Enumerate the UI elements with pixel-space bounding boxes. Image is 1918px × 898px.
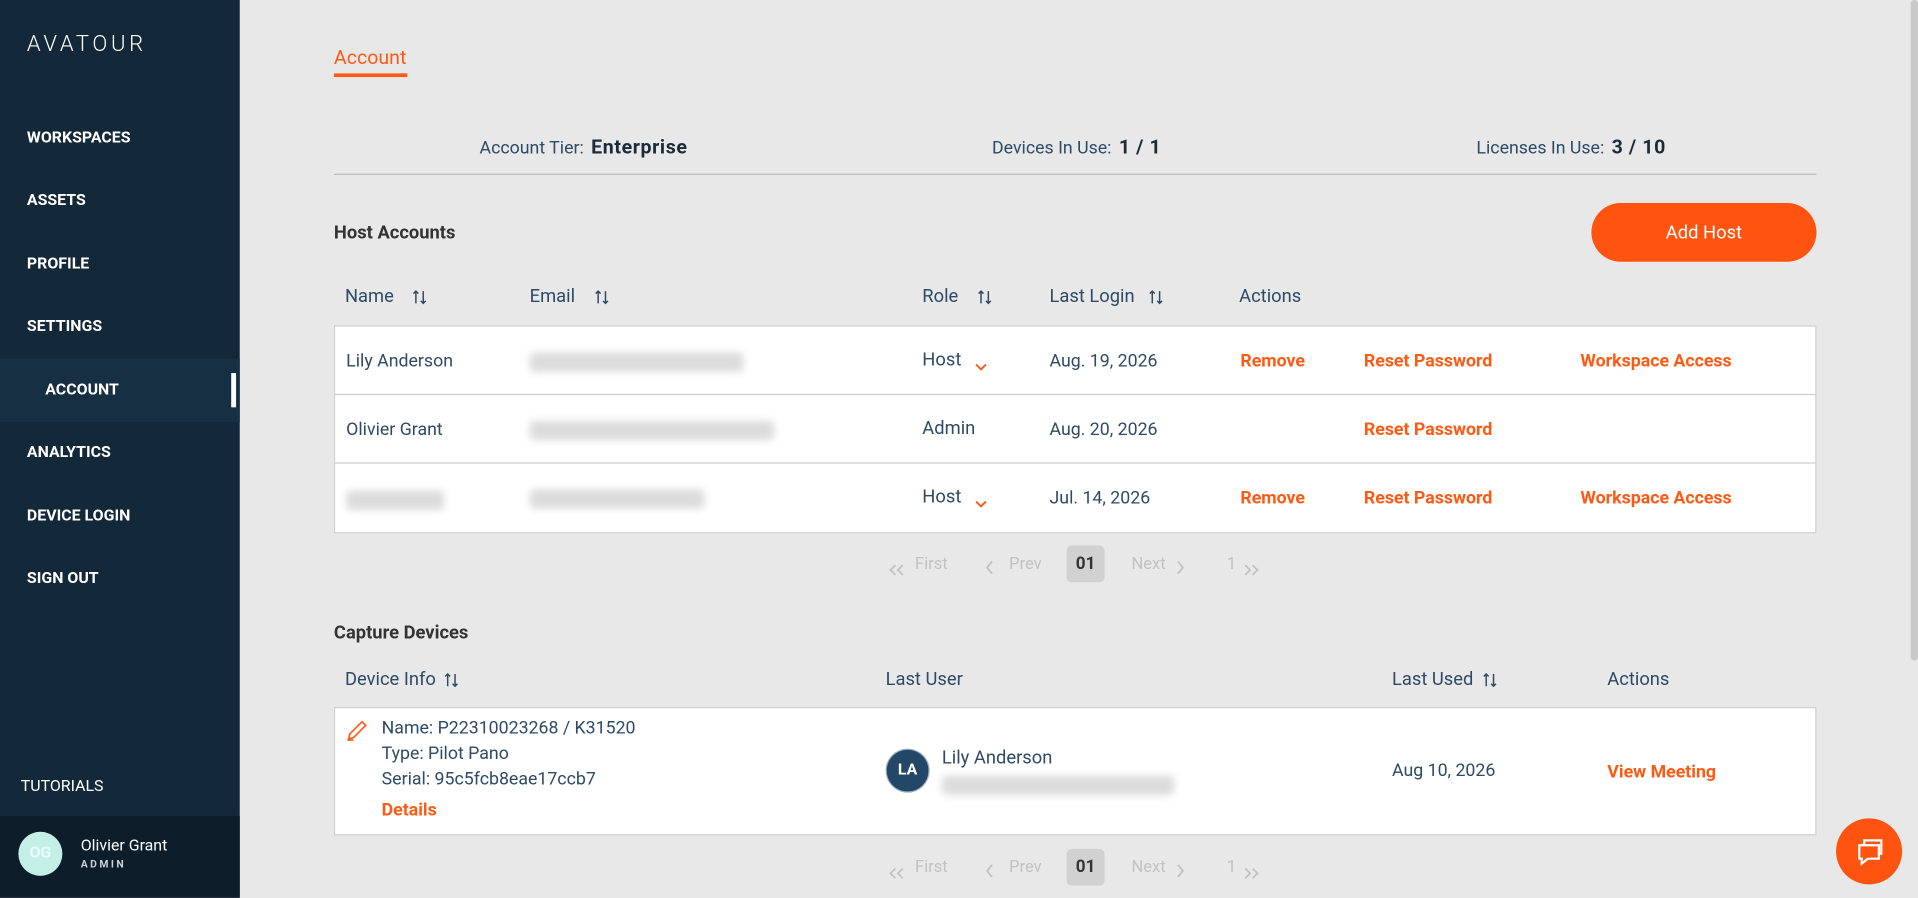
- column-header[interactable]: Last Login: [1049, 285, 1135, 308]
- sort-icon: [412, 287, 427, 305]
- nav-item[interactable]: ASSETS: [26, 191, 86, 210]
- stat-label: Devices In Use:: [992, 137, 1112, 159]
- column-header: Actions: [1239, 285, 1302, 308]
- column-header[interactable]: Role: [922, 285, 959, 308]
- first-icon: [888, 558, 905, 576]
- nav-item[interactable]: SIGN OUT: [26, 569, 99, 588]
- user-role: ADMIN: [80, 858, 127, 871]
- add-host-button[interactable]: Add Host: [1591, 203, 1817, 262]
- last-login: Aug. 19, 2026: [1049, 350, 1158, 372]
- redacted: [941, 775, 1175, 796]
- host-role: Admin: [922, 417, 976, 440]
- pager-next[interactable]: Next: [1131, 857, 1166, 878]
- dropdown-icon: [975, 492, 987, 508]
- dropdown-icon: [975, 355, 987, 371]
- host-role[interactable]: Host: [922, 485, 962, 508]
- user-name: Lily Anderson: [941, 746, 1053, 769]
- sort-icon: [1483, 670, 1498, 688]
- host-name: Olivier Grant: [346, 418, 443, 440]
- user-name: Olivier Grant: [80, 837, 168, 856]
- sort-icon: [977, 287, 992, 305]
- column-header: Actions: [1607, 667, 1670, 690]
- action-link[interactable]: Reset Password: [1363, 418, 1493, 440]
- stat: Licenses In Use: 3 / 10: [1476, 135, 1666, 158]
- action-link[interactable]: Remove: [1240, 487, 1305, 509]
- pager-first[interactable]: First: [914, 554, 948, 574]
- chat-button[interactable]: [1836, 818, 1903, 885]
- column-header[interactable]: Email: [529, 285, 576, 308]
- pager-page[interactable]: 01: [1066, 545, 1105, 583]
- next-icon: [1176, 557, 1186, 575]
- redacted: [346, 490, 445, 511]
- sort-icon: [1149, 287, 1164, 305]
- prev-icon: [985, 557, 995, 575]
- pager-first[interactable]: First: [914, 857, 948, 878]
- details-link[interactable]: Details: [381, 799, 437, 821]
- redacted: [529, 420, 775, 441]
- nav-active-indicator: [231, 373, 237, 408]
- column-header[interactable]: Device Info: [344, 667, 436, 690]
- prev-icon: [985, 860, 995, 878]
- column-header[interactable]: Name: [344, 285, 394, 308]
- stat-label: Licenses In Use:: [1476, 137, 1605, 159]
- scrollbar: [1910, 0, 1918, 661]
- sidebar: [0, 0, 240, 898]
- section-title: Host Accounts: [333, 221, 456, 244]
- redacted: [529, 489, 705, 509]
- action-link[interactable]: View Meeting: [1607, 761, 1717, 783]
- stat-label: Account Tier:: [479, 137, 584, 159]
- section-title: Capture Devices: [333, 621, 469, 644]
- logo: AVATOUR: [26, 31, 147, 57]
- action-link[interactable]: Workspace Access: [1580, 487, 1732, 509]
- action-link[interactable]: Reset Password: [1363, 350, 1493, 372]
- user-avatar: LA: [885, 748, 930, 793]
- nav-item[interactable]: ANALYTICS: [26, 443, 111, 462]
- stat-value: Enterprise: [591, 135, 688, 159]
- last-login: Jul. 14, 2026: [1049, 487, 1151, 509]
- next-icon: [1176, 860, 1186, 878]
- nav-item[interactable]: SETTINGS: [26, 317, 103, 336]
- sort-icon: [594, 287, 609, 305]
- nav-item[interactable]: PROFILE: [26, 255, 90, 274]
- table-row: [333, 707, 1817, 836]
- stat: Account Tier: Enterprise: [479, 135, 687, 158]
- pager-next[interactable]: Next: [1131, 554, 1166, 574]
- device-type: Type: Pilot Pano: [381, 743, 509, 764]
- first-icon: [888, 861, 905, 879]
- pager-page[interactable]: 01: [1066, 848, 1105, 886]
- action-link[interactable]: Remove: [1240, 350, 1305, 372]
- stat-value: 3 / 10: [1611, 135, 1666, 159]
- avatar: OG: [18, 831, 63, 876]
- stat-value: 1 / 1: [1118, 135, 1162, 159]
- tab-underline: [333, 73, 408, 78]
- divider: [333, 173, 1817, 175]
- device-serial: Serial: 95c5fcb8eae17ccb7: [381, 768, 596, 790]
- redacted: [529, 352, 744, 372]
- column-header[interactable]: Last Used: [1392, 667, 1474, 690]
- pager-prev[interactable]: Prev: [1009, 857, 1042, 878]
- host-name: Lily Anderson: [346, 350, 453, 372]
- nav-item[interactable]: ACCOUNT: [45, 381, 119, 400]
- pager-last[interactable]: 1: [1226, 554, 1237, 574]
- last-used: Aug 10, 2026: [1392, 760, 1496, 782]
- stat: Devices In Use: 1 / 1: [992, 135, 1161, 158]
- action-link[interactable]: Workspace Access: [1580, 350, 1732, 372]
- pager-last[interactable]: 1: [1226, 857, 1237, 878]
- edit-icon: [345, 718, 369, 742]
- pager-prev[interactable]: Prev: [1009, 554, 1042, 574]
- sort-icon: [444, 670, 459, 688]
- nav-item[interactable]: WORKSPACES: [26, 129, 131, 148]
- last-icon: [1243, 558, 1260, 576]
- last-login: Aug. 20, 2026: [1049, 418, 1158, 440]
- tab[interactable]: Account: [333, 45, 407, 70]
- device-name: Name: P22310023268 / K31520: [381, 717, 636, 739]
- nav-active-bg: [0, 358, 240, 423]
- action-link[interactable]: Reset Password: [1363, 487, 1493, 509]
- nav-item[interactable]: TUTORIALS: [20, 777, 104, 796]
- nav-item[interactable]: DEVICE LOGIN: [26, 507, 131, 526]
- host-role[interactable]: Host: [922, 348, 962, 371]
- last-icon: [1243, 861, 1260, 879]
- column-header: Last User: [885, 667, 963, 690]
